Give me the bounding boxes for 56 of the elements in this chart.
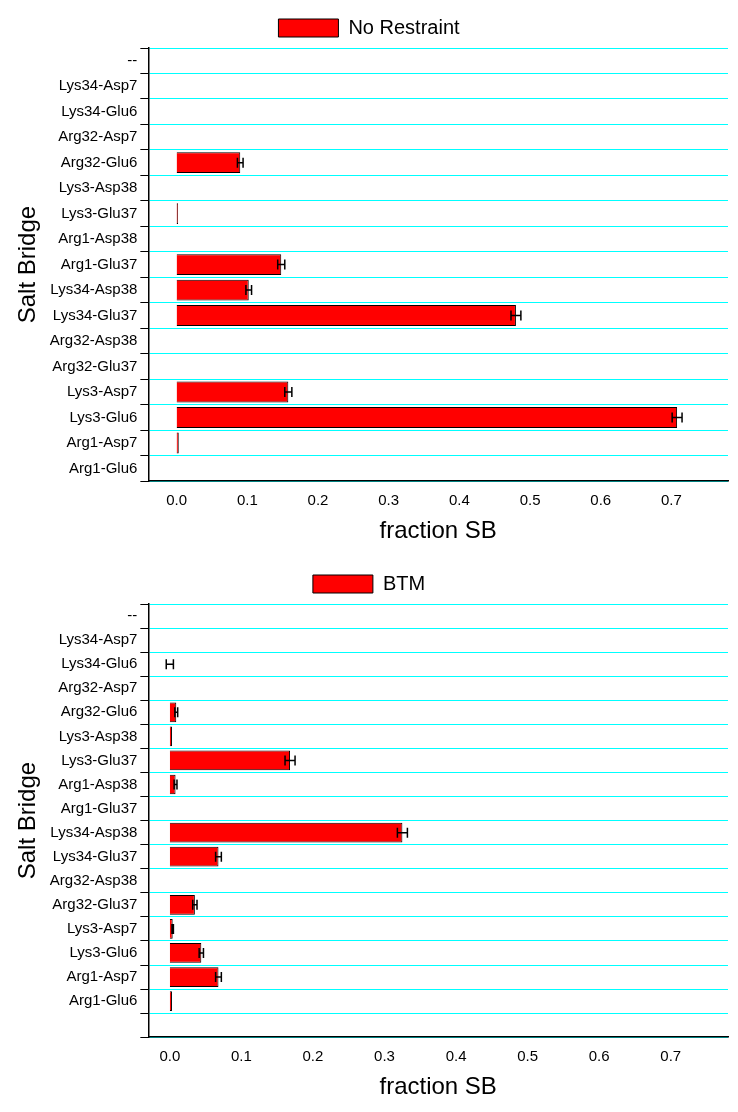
y-tick-label: Arg32-Glu37 xyxy=(52,356,138,374)
y-tick-label: Lys3-Glu6 xyxy=(69,407,138,425)
y-tick-label: Lys34-Asp38 xyxy=(50,280,138,298)
y-tick-label: Lys34-Asp7 xyxy=(58,630,138,648)
y-axis-title: Salt Bridge xyxy=(13,761,41,880)
x-axis-title: fraction SB xyxy=(379,1072,497,1100)
y-tick-label: Arg1-Asp7 xyxy=(66,967,138,985)
y-tick-label: Lys34-Glu37 xyxy=(52,846,138,864)
legend-label: BTM xyxy=(382,571,426,594)
y-axis-title: Salt Bridge xyxy=(13,205,41,324)
x-tick-label: 0.2 xyxy=(302,1047,324,1065)
y-tick-label: Lys3-Asp38 xyxy=(58,178,138,196)
y-tick-label: Arg1-Asp38 xyxy=(58,229,138,247)
x-tick-label: 0.1 xyxy=(236,491,258,509)
y-tick-label: Lys3-Glu6 xyxy=(69,943,138,961)
y-tick-label: -- xyxy=(127,606,138,624)
y-tick-label: Arg1-Asp7 xyxy=(66,433,138,451)
x-tick-label: 0.6 xyxy=(588,1047,610,1065)
x-tick-label: 0.0 xyxy=(166,491,188,509)
legend-label: No Restraint xyxy=(348,15,461,38)
y-tick-label: Lys34-Glu37 xyxy=(52,305,138,323)
x-tick-label: 0.4 xyxy=(448,491,470,509)
y-tick-label: Lys3-Asp38 xyxy=(58,726,138,744)
y-tick-label: Arg1-Glu6 xyxy=(68,991,138,1009)
y-tick-label: Arg32-Asp38 xyxy=(49,331,138,349)
y-tick-label: Lys3-Asp7 xyxy=(67,919,138,937)
x-tick-label: 0.7 xyxy=(660,1047,682,1065)
x-tick-label: 0.6 xyxy=(590,491,612,509)
y-tick-label: Lys34-Asp38 xyxy=(50,822,138,840)
x-tick-label: 0.5 xyxy=(519,491,541,509)
x-tick-label: 0.4 xyxy=(445,1047,467,1065)
y-tick-label: Arg1-Glu6 xyxy=(68,458,138,476)
y-tick-label: Arg32-Glu6 xyxy=(60,152,138,170)
x-tick-label: 0.7 xyxy=(661,491,682,509)
y-tick-label: Arg1-Glu37 xyxy=(60,254,138,272)
y-tick-label: Arg1-Asp38 xyxy=(58,774,138,792)
y-tick-label: Arg32-Glu6 xyxy=(60,702,138,720)
x-tick-label: 0.3 xyxy=(378,491,400,509)
x-tick-label: 0.2 xyxy=(307,491,329,509)
y-tick-label: Lys3-Glu37 xyxy=(61,203,138,221)
x-tick-label: 0.3 xyxy=(374,1047,395,1065)
x-tick-label: 0.1 xyxy=(230,1047,252,1065)
y-tick-label: Lys34-Asp7 xyxy=(58,76,138,94)
y-tick-label: Lys34-Glu6 xyxy=(61,101,138,119)
y-tick-label: Arg32-Asp7 xyxy=(58,127,138,145)
y-tick-label: Arg32-Asp38 xyxy=(49,870,138,888)
y-tick-label: Lys34-Glu6 xyxy=(61,654,138,672)
y-tick-label: Arg1-Glu37 xyxy=(60,798,138,816)
y-tick-label: -- xyxy=(127,50,138,68)
y-tick-label: Lys3-Asp7 xyxy=(67,382,138,400)
x-tick-label: 0.0 xyxy=(159,1047,181,1065)
x-axis-title: fraction SB xyxy=(379,516,497,544)
x-tick-label: 0.5 xyxy=(517,1047,539,1065)
y-tick-label: Arg32-Glu37 xyxy=(52,894,138,912)
y-tick-label: Arg32-Asp7 xyxy=(58,678,138,696)
y-tick-label: Lys3-Glu37 xyxy=(61,750,138,768)
